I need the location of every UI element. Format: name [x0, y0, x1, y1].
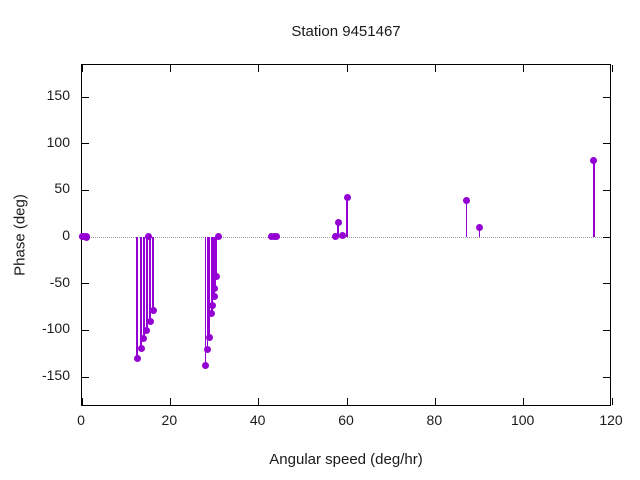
data-point [203, 345, 211, 353]
x-tick [81, 398, 83, 405]
data-point [149, 307, 157, 315]
y-tick-label: 0 [62, 227, 70, 243]
y-tick [82, 143, 89, 145]
data-point [208, 310, 216, 318]
stem [136, 237, 138, 359]
y-tick-mirror [603, 96, 610, 98]
y-tick-label: 100 [46, 133, 70, 150]
data-point [210, 293, 218, 301]
data-point [133, 354, 141, 362]
stem [143, 237, 145, 339]
stem [152, 237, 154, 311]
data-point [137, 344, 145, 352]
data-point [339, 231, 347, 239]
stem [215, 237, 218, 277]
x-tick [523, 398, 525, 405]
data-point [83, 232, 91, 240]
stem [204, 237, 207, 366]
x-tick-label: 60 [338, 412, 354, 428]
y-tick-mirror [603, 189, 610, 191]
x-tick [258, 398, 260, 405]
y-tick-mirror [603, 376, 610, 378]
data-point [202, 362, 210, 370]
stem [211, 237, 214, 306]
stem [149, 237, 151, 321]
x-tick-mirror [434, 65, 436, 72]
y-tick-mirror [603, 143, 610, 145]
stem [146, 237, 148, 331]
x-tick-mirror [258, 65, 260, 72]
data-point [140, 335, 148, 343]
y-tick [82, 376, 89, 378]
y-tick-mirror [603, 283, 610, 285]
x-tick-label: 20 [161, 412, 178, 428]
chart-title: Station 9451467 [291, 23, 401, 40]
data-point [332, 232, 340, 240]
stem [140, 237, 142, 349]
stem [337, 222, 339, 237]
y-tick [82, 329, 89, 331]
y-tick-label: -50 [49, 273, 70, 290]
data-point [334, 218, 342, 226]
data-point [205, 334, 213, 342]
x-tick [434, 398, 436, 405]
stem [346, 197, 348, 237]
y-tick [82, 189, 89, 191]
data-point [143, 326, 151, 334]
data-point [146, 317, 154, 325]
stem [213, 237, 215, 297]
plot-area [78, 64, 613, 406]
data-point [590, 156, 598, 164]
x-tick [611, 398, 613, 405]
data-point [215, 232, 223, 240]
x-tick-label: 120 [599, 412, 623, 428]
stem [206, 237, 209, 349]
data-point [272, 232, 280, 240]
x-tick-label: 100 [510, 412, 535, 428]
y-tick-label: 150 [46, 87, 70, 103]
x-tick [346, 398, 348, 405]
y-tick [82, 283, 89, 285]
zero-axis-line [82, 236, 610, 238]
y-tick-label: -100 [41, 320, 70, 337]
x-tick-mirror [523, 65, 525, 72]
y-tick-label: -150 [41, 367, 70, 383]
y-tick-mirror [603, 236, 610, 238]
stem [208, 237, 210, 338]
stem [214, 237, 216, 289]
stem [465, 200, 467, 237]
data-point [343, 194, 351, 202]
x-tick [169, 398, 171, 405]
x-axis-label: Angular speed (deg/hr) [269, 451, 423, 468]
x-tick-mirror [81, 65, 83, 72]
data-point [476, 224, 483, 232]
data-point [211, 284, 219, 292]
x-tick-mirror [346, 65, 348, 72]
x-tick-label: 0 [77, 412, 85, 428]
x-tick-label: 40 [249, 412, 266, 428]
y-tick-mirror [603, 329, 610, 331]
x-tick-mirror [611, 65, 613, 72]
y-tick [82, 96, 89, 98]
data-point [213, 272, 221, 280]
data-point [144, 232, 152, 240]
data-point [208, 301, 216, 309]
stem [478, 227, 481, 237]
x-tick-label: 80 [426, 412, 443, 428]
y-tick-label: 50 [54, 180, 70, 197]
x-tick-mirror [169, 65, 171, 72]
stem [593, 160, 595, 237]
data-point [462, 197, 470, 205]
